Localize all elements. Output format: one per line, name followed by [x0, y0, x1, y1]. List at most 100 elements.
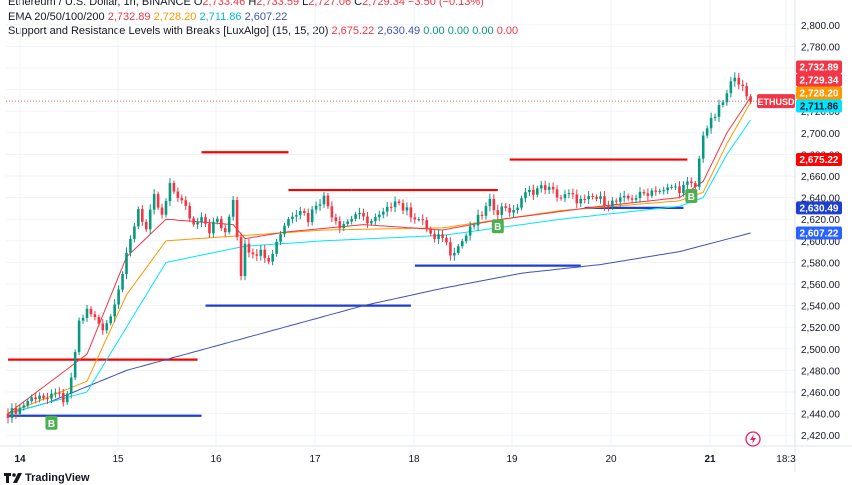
- price-label-text: 2,728.20: [800, 89, 839, 100]
- candle-body: [212, 221, 215, 234]
- price-tick-label: 2,800.00: [801, 21, 840, 32]
- symbol-tag: [757, 94, 795, 109]
- candle-body: [133, 226, 136, 239]
- candle-body: [354, 214, 357, 219]
- time-tick-label: 18: [408, 454, 420, 465]
- candle-body: [168, 183, 172, 202]
- candle-body: [571, 193, 575, 195]
- candle-body: [626, 195, 630, 199]
- candle-body: [725, 93, 729, 103]
- candle-body: [65, 393, 69, 403]
- candle-body: [658, 190, 662, 192]
- candle-body: [350, 218, 353, 222]
- lightning-icon[interactable]: [745, 431, 761, 447]
- candle-body: [524, 192, 527, 199]
- price-tick-label: 2,440.00: [801, 410, 840, 421]
- candle-body: [334, 217, 338, 222]
- sr-value-5: 0.00: [472, 25, 494, 37]
- price-label-bg: [796, 86, 842, 100]
- candle-body: [188, 205, 191, 219]
- candle-body: [50, 393, 53, 399]
- time-tick-label: 18:3: [776, 454, 796, 465]
- candle-body: [220, 218, 223, 229]
- candle-body: [563, 194, 567, 199]
- candle-body: [520, 198, 523, 208]
- price-label-text: 2,607.22: [800, 229, 839, 240]
- candle-body: [646, 193, 650, 196]
- ohlc-o: 2,733.46: [202, 0, 246, 8]
- candle-body: [741, 84, 744, 87]
- candle-body: [674, 186, 677, 188]
- candle-body: [144, 221, 148, 230]
- time-tick-label: 15: [112, 454, 124, 465]
- ohlc-c-label: C: [354, 0, 363, 8]
- candle-body: [141, 209, 144, 222]
- break-marker-label: B: [688, 192, 695, 203]
- candle-body: [701, 135, 705, 159]
- candle-body: [389, 206, 393, 208]
- sr-legend[interactable]: Support and Resistance Levels with Break…: [8, 25, 518, 37]
- candle-body: [678, 186, 681, 194]
- candle-body: [630, 198, 634, 200]
- candle-body: [93, 314, 97, 318]
- candle-body: [109, 316, 112, 324]
- candle-body: [670, 186, 673, 188]
- candle-body: [255, 254, 259, 256]
- candle-body: [717, 104, 721, 117]
- candle-body: [686, 181, 689, 185]
- price-tick-label: 2,640.00: [801, 194, 840, 205]
- candle-body: [358, 212, 361, 215]
- price-label-text: 2,675.22: [800, 155, 839, 166]
- ema50-value: 2,728.20: [153, 11, 197, 23]
- price-label-bg: [796, 60, 842, 74]
- candle-body: [338, 221, 342, 229]
- candle-body: [283, 225, 286, 235]
- candle-body: [196, 222, 199, 225]
- sr-value-4: 0.00: [447, 25, 470, 37]
- candle-body: [113, 304, 116, 317]
- candle-body: [287, 219, 290, 226]
- price-label-bg: [796, 201, 842, 215]
- candle-body: [429, 229, 432, 234]
- break-marker-badge: [45, 415, 58, 430]
- candle-body: [381, 211, 385, 215]
- time-tick-label: 16: [210, 454, 222, 465]
- candle-body: [460, 241, 464, 247]
- price-label-text: 2,711.86: [800, 102, 839, 113]
- candle-body: [156, 193, 160, 208]
- candle-body: [496, 210, 500, 215]
- candle-body: [599, 196, 602, 199]
- price-chart[interactable]: B B B 2,420.00 2,440.00 2,460.00 2,480.00 2,50…: [0, 0, 852, 472]
- time-axis[interactable]: 14 15 16 17 18 19 20 21 18:3: [14, 454, 796, 465]
- candle-body: [654, 190, 658, 192]
- ohlc-h: 2,733.59: [256, 0, 300, 8]
- candle-body: [484, 206, 488, 216]
- break-marker-label: B: [48, 419, 55, 430]
- break-marker-badge: [491, 219, 504, 234]
- tradingview-logo[interactable]: TradingView: [4, 472, 90, 484]
- candle-body: [180, 197, 184, 201]
- price-label-text: 2,732.89: [800, 63, 839, 74]
- candle-body: [291, 216, 294, 220]
- candle-body: [453, 252, 456, 256]
- candle-body: [125, 252, 128, 274]
- ema200-value: 2,607.22: [244, 11, 288, 23]
- ohlc-c: 2,729.34: [362, 0, 405, 8]
- candle-body: [362, 212, 365, 217]
- tradingview-brand: TradingView: [25, 472, 90, 484]
- candle-body: [85, 308, 89, 318]
- candle-body: [137, 209, 140, 227]
- ohlc-l: 2,727.06: [308, 0, 352, 8]
- price-label-text: 2,729.34: [800, 76, 839, 87]
- candle-body: [184, 200, 188, 206]
- candle-body: [54, 392, 57, 394]
- price-tick-label: 2,480.00: [801, 366, 840, 377]
- candle-body: [532, 189, 535, 195]
- price-tick-label: 2,580.00: [801, 258, 840, 269]
- candle-body: [445, 237, 448, 243]
- candle-body: [417, 219, 421, 221]
- candle-body: [326, 195, 330, 207]
- price-tick-label: 2,600.00: [801, 237, 840, 248]
- candle-body: [409, 207, 413, 218]
- candle-body: [662, 190, 665, 192]
